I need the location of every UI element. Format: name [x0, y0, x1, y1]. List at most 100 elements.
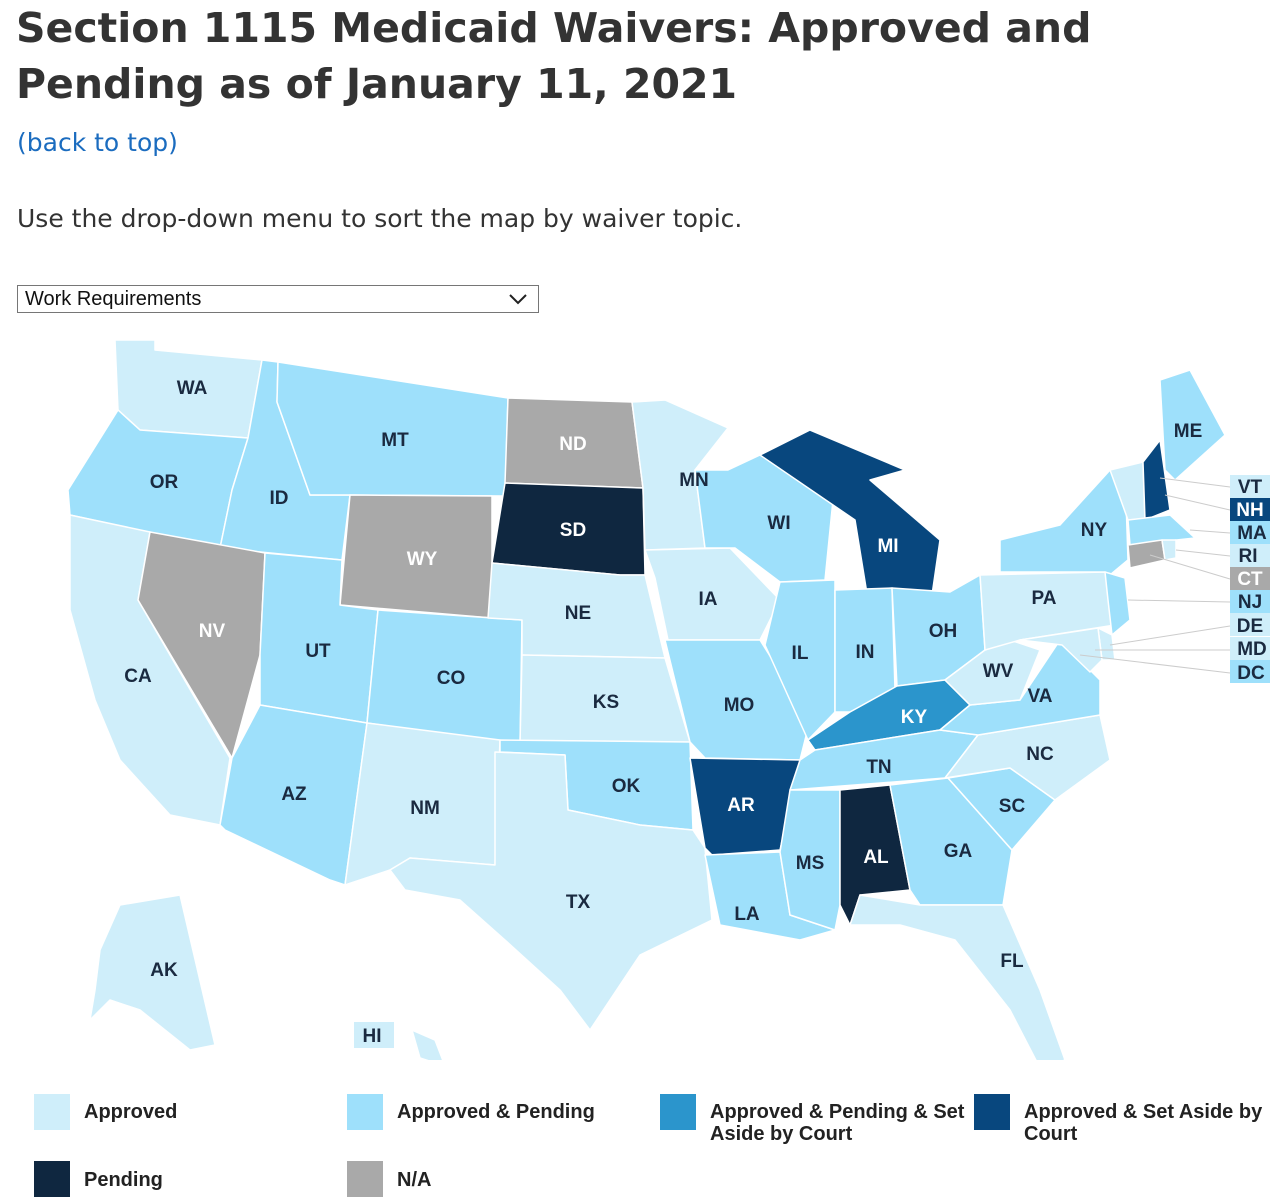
state-label-OR: OR: [150, 472, 179, 493]
page-title: Section 1115 Medicaid Waivers: Approved …: [16, 4, 1092, 108]
dropdown-selected-value: Work Requirements: [25, 288, 202, 310]
callout-box-CT: [1230, 567, 1270, 590]
state-label-MO: MO: [724, 695, 755, 716]
legend-label: N/A: [397, 1169, 432, 1191]
legend-swatch: [34, 1161, 70, 1197]
instructions-text: Use the drop-down menu to sort the map b…: [17, 204, 743, 233]
state-label-CO: CO: [437, 668, 466, 689]
state-label-NE: NE: [565, 603, 591, 624]
state-label-SC: SC: [999, 796, 1026, 817]
state-label-MS: MS: [796, 853, 825, 874]
state-CT[interactable]: [1127, 539, 1166, 569]
state-label-LA: LA: [734, 904, 760, 925]
state-label-SD: SD: [560, 520, 586, 541]
state-label-IN: IN: [856, 642, 875, 663]
state-label-MA: MA: [1237, 523, 1267, 544]
callout-box-RI: [1230, 544, 1270, 567]
state-label-NH: NH: [1236, 500, 1263, 521]
state-label-AR: AR: [727, 795, 755, 816]
state-label-TN: TN: [866, 757, 891, 778]
state-label-DE: DE: [1237, 616, 1263, 637]
state-label-DC: DC: [1237, 663, 1265, 684]
state-label-KY: KY: [901, 707, 928, 728]
state-label-CA: CA: [124, 666, 152, 687]
chevron-down-icon: [509, 294, 527, 305]
callout-box-VT: [1230, 475, 1270, 498]
state-label-FL: FL: [1000, 951, 1024, 972]
state-label-WY: WY: [407, 549, 438, 570]
state-label-OK: OK: [612, 776, 641, 797]
state-label-CT: CT: [1237, 569, 1263, 590]
state-label-GA: GA: [944, 841, 973, 862]
state-label-ND: ND: [559, 434, 586, 455]
legend-label: Approved & Pending & Set Aside by Court: [710, 1101, 965, 1145]
state-NH[interactable]: [1142, 439, 1171, 521]
callout-box-NH: [1230, 498, 1270, 521]
us-map: WA OR CA ID NV MT WY UT AZ CO NM ND SD N…: [67, 339, 1270, 1060]
state-label-WA: WA: [177, 378, 208, 399]
waiver-topic-dropdown[interactable]: Work Requirements: [17, 285, 539, 313]
state-IL[interactable]: [764, 579, 836, 741]
callout-box-DC: [1230, 660, 1270, 683]
callout-box-HI: [354, 1022, 394, 1048]
state-ME[interactable]: [1159, 369, 1226, 481]
state-label-AL: AL: [863, 847, 889, 868]
state-MI[interactable]: [759, 429, 941, 601]
state-label-MN: MN: [679, 470, 709, 491]
state-MA[interactable]: [1127, 514, 1196, 546]
state-NV[interactable]: [137, 531, 266, 759]
state-MD[interactable]: [1019, 627, 1103, 673]
callout-box-NJ: [1230, 590, 1270, 613]
state-NY[interactable]: [999, 469, 1129, 576]
state-label-MI: MI: [877, 536, 898, 557]
state-label-MT: MT: [381, 430, 409, 451]
state-MT[interactable]: [276, 361, 509, 497]
state-label-NC: NC: [1026, 744, 1054, 765]
callout-box-MA: [1230, 521, 1270, 544]
state-label-VA: VA: [1028, 686, 1053, 707]
legend-label: Approved & Pending: [397, 1101, 595, 1123]
state-labels: WA OR CA ID NV MT WY UT AZ CO NM ND SD N…: [124, 378, 1267, 1047]
legend-swatch: [347, 1094, 383, 1130]
state-FL[interactable]: [849, 894, 1066, 1060]
state-label-TX: TX: [566, 892, 591, 913]
callout-box-DE: [1230, 613, 1270, 636]
legend-label: Pending: [84, 1169, 163, 1191]
state-label-AK: AK: [150, 960, 178, 981]
callout-lines: [1079, 477, 1231, 674]
legend-label: Approved & Set Aside by Court: [1024, 1101, 1263, 1145]
state-label-VT: VT: [1238, 477, 1263, 498]
state-AK[interactable]: [89, 894, 216, 1051]
state-label-AZ: AZ: [281, 784, 307, 805]
state-label-ME: ME: [1174, 421, 1203, 442]
state-label-HI: HI: [363, 1026, 382, 1047]
state-RI[interactable]: [1161, 539, 1177, 561]
legend-label: Approved: [84, 1101, 178, 1123]
legend-swatch: [34, 1094, 70, 1130]
state-NJ[interactable]: [1104, 571, 1131, 636]
state-label-NY: NY: [1081, 520, 1108, 541]
state-label-WI: WI: [767, 513, 790, 534]
legend-swatch: [974, 1094, 1010, 1130]
state-label-KS: KS: [593, 692, 619, 713]
state-label-WV: WV: [983, 661, 1014, 682]
legend-swatch: [347, 1161, 383, 1197]
state-label-UT: UT: [305, 641, 331, 662]
state-label-NV: NV: [199, 621, 226, 642]
state-label-NJ: NJ: [1238, 592, 1262, 613]
state-label-NM: NM: [410, 798, 440, 819]
state-label-IA: IA: [699, 589, 718, 610]
state-TX[interactable]: [389, 751, 713, 1031]
state-label-MD: MD: [1237, 639, 1267, 660]
state-label-PA: PA: [1032, 588, 1057, 609]
state-label-ID: ID: [270, 488, 289, 509]
state-label-OH: OH: [929, 621, 958, 642]
callout-box-MD: [1230, 637, 1270, 660]
back-to-top-link[interactable]: (back to top): [17, 128, 178, 157]
state-AR[interactable]: [689, 757, 801, 856]
state-label-IL: IL: [792, 643, 809, 664]
legend-swatch: [660, 1094, 696, 1130]
state-AZ[interactable]: [219, 704, 368, 886]
state-HI[interactable]: [411, 1029, 445, 1060]
state-label-RI: RI: [1239, 546, 1258, 567]
